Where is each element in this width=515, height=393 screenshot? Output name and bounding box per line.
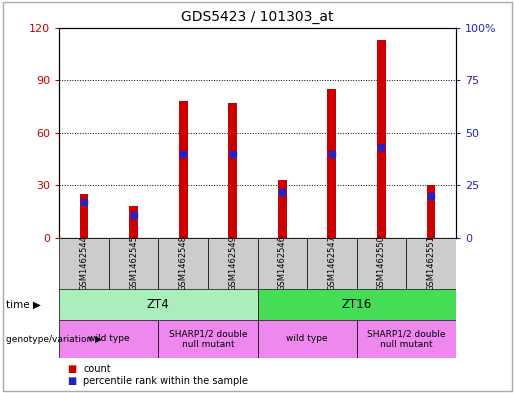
Bar: [59, 289, 258, 320]
Text: time ▶: time ▶: [6, 299, 41, 310]
Bar: [258, 320, 356, 358]
Text: GSM1462549: GSM1462549: [228, 235, 237, 291]
Bar: [59, 320, 159, 358]
Text: SHARP1/2 double
null mutant: SHARP1/2 double null mutant: [169, 329, 247, 349]
Text: ZT16: ZT16: [341, 298, 372, 311]
Bar: [426, 185, 436, 238]
Text: GSM1462551: GSM1462551: [426, 235, 436, 291]
Bar: [328, 89, 336, 238]
Bar: [79, 194, 89, 238]
Bar: [356, 320, 456, 358]
Text: GSM1462546: GSM1462546: [278, 235, 287, 291]
Text: GSM1462550: GSM1462550: [377, 235, 386, 291]
Text: GSM1462548: GSM1462548: [179, 235, 187, 291]
Bar: [159, 320, 258, 358]
Text: wild type: wild type: [286, 334, 328, 343]
Text: ZT4: ZT4: [147, 298, 170, 311]
Bar: [377, 40, 386, 238]
Bar: [406, 238, 456, 289]
Bar: [228, 103, 237, 238]
Text: percentile rank within the sample: percentile rank within the sample: [83, 376, 248, 386]
Bar: [258, 289, 456, 320]
Bar: [179, 101, 187, 238]
Bar: [258, 238, 307, 289]
Text: GSM1462547: GSM1462547: [328, 235, 336, 291]
Text: SHARP1/2 double
null mutant: SHARP1/2 double null mutant: [367, 329, 445, 349]
Text: genotype/variation ▶: genotype/variation ▶: [6, 335, 102, 343]
Bar: [208, 238, 258, 289]
Text: wild type: wild type: [88, 334, 130, 343]
Text: count: count: [83, 364, 111, 374]
Text: GSM1462545: GSM1462545: [129, 235, 138, 291]
Bar: [307, 238, 356, 289]
Bar: [109, 238, 159, 289]
Bar: [159, 238, 208, 289]
Text: GSM1462544: GSM1462544: [79, 235, 89, 291]
Bar: [59, 238, 109, 289]
Bar: [278, 180, 287, 238]
Text: ■: ■: [67, 376, 76, 386]
Text: ■: ■: [67, 364, 76, 374]
Bar: [356, 238, 406, 289]
Bar: [129, 206, 138, 238]
Text: GDS5423 / 101303_at: GDS5423 / 101303_at: [181, 10, 334, 24]
